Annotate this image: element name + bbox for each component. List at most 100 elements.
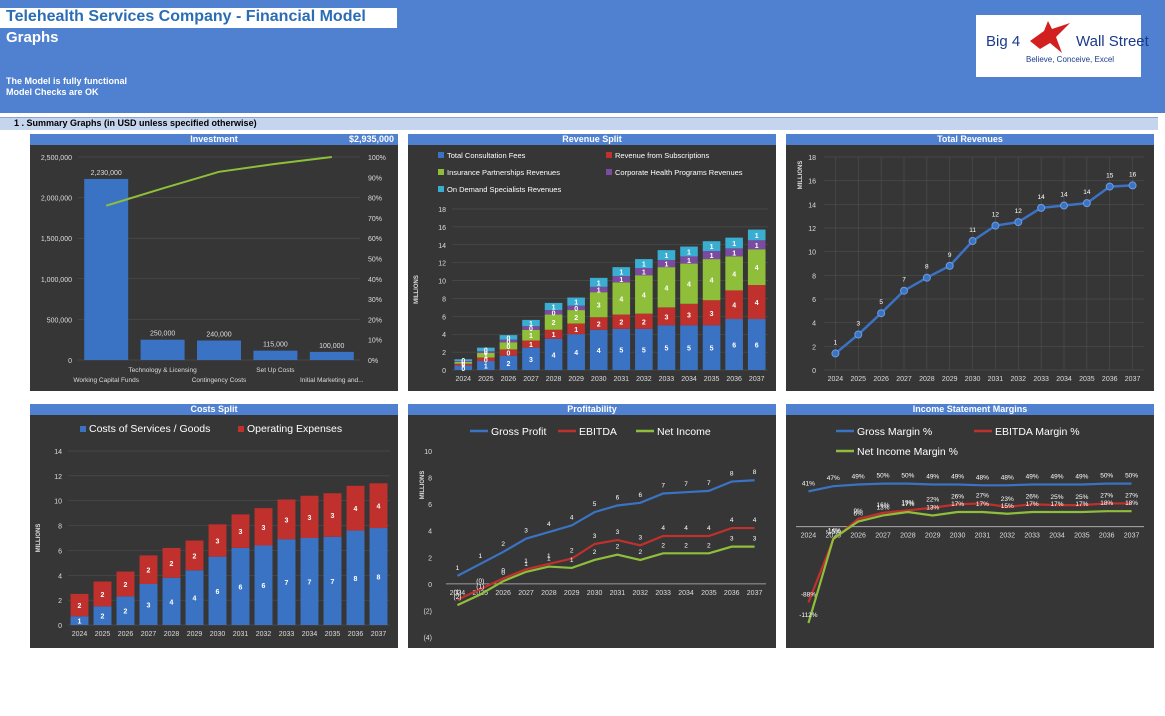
data-label: 1 [547,553,551,560]
data-label: 3 [239,529,243,536]
chart-background-shade [786,145,1154,391]
legend-label: On Demand Specialists Revenues [447,185,561,194]
legend-label: Insurance Partnerships Revenues [447,168,560,177]
data-label: 1 [78,619,82,626]
y-tick-label: 2,500,000 [41,155,72,162]
data-label: 17% [1075,501,1088,508]
x-tick-label: 2031 [233,631,249,638]
data-label: (1) [476,583,484,590]
legend-swatch [438,169,444,175]
page-subtitle: Graphs [6,29,59,46]
bar-segment [657,259,676,268]
x-tick-label: 2030 [965,376,981,383]
bar-segment [477,347,495,352]
bar-segment [116,596,135,625]
data-point [1014,218,1023,227]
data-label: 1 [710,253,714,260]
data-label: 17% [976,501,989,508]
data-label: -88% [801,591,816,598]
legend-swatch [80,426,86,432]
data-label: 1 [547,556,551,563]
data-label: 4 [552,352,556,359]
legend-label: Net Income Margin % [857,446,958,458]
x-tick-label: 2033 [1024,533,1040,540]
data-label: 4 [753,517,757,524]
x-tick-label: 2026 [501,376,517,383]
data-label: 1 [570,557,574,564]
data-label: (1) [453,589,461,596]
x-tick-label: 2024 [450,590,466,597]
bar-segment [612,282,631,315]
data-label: 1 [484,353,488,360]
bar-segment [522,329,540,341]
bar-segment [477,361,495,370]
data-label: 41% [802,480,815,487]
bar-segment [680,303,698,326]
y2-tick-label: 40% [368,277,382,284]
data-label: 4 [193,596,197,603]
data-label: 0 [574,306,578,313]
data-label: 0 [506,335,510,342]
data-label: 2 [124,609,128,616]
x-tick-label: 2034 [678,590,694,597]
bar [253,350,298,360]
data-label: 3 [524,528,528,535]
data-label: 5 [710,346,714,353]
y-tick-label: 2 [812,344,816,351]
data-label: 3 [529,357,533,364]
x-tick-label: 2037 [1124,533,1140,540]
x-tick-label: 2036 [724,590,740,597]
data-label: 2 [597,321,601,328]
data-label: 0 [484,357,488,364]
y-tick-label: 2 [442,350,446,357]
series-line [808,482,1132,493]
bar-segment [702,300,721,326]
bar-segment [454,365,473,370]
y-tick-label: 10 [54,499,62,506]
legend-label: EBITDA Margin % [995,426,1080,438]
y-tick-label: 10 [424,449,432,456]
data-label: 4 [597,348,601,355]
bar-segment [612,276,631,283]
data-label: 1 [687,258,691,265]
legend-label: Corporate Health Programs Revenues [615,168,743,177]
x-tick-label: 2027 [141,631,157,638]
data-label: 4 [730,517,734,524]
investment-total: $2,935,000 [348,134,394,144]
data-label: 8 [925,264,929,271]
bar-segment [747,319,766,370]
legend-label: Operating Expenses [247,423,342,435]
data-label: 2 [661,542,665,549]
x-tick-label: 2027 [518,590,534,597]
data-label: 1 [732,241,736,248]
legend-label: Revenue from Subscriptions [615,151,709,160]
x-tick-label: Set Up Costs [256,367,295,374]
profitability-panel: Profitability (4) (2) 0 2 4 6 8 10 MILLIONS 2024 2… [408,404,776,648]
x-tick-label: 2032 [999,533,1015,540]
data-label: 1 [642,262,646,269]
bar-segment [300,538,319,625]
data-label: 0 [501,568,505,575]
bar-segment [635,275,653,314]
x-tick-label: 2029 [942,376,958,383]
bar-segment [680,256,698,264]
legend-label: Costs of Services / Goods [89,423,210,435]
bar-segment [725,256,743,291]
data-label: 3 [710,311,714,318]
y-tick-label: 1,000,000 [41,277,72,284]
data-label: 1 [524,561,528,568]
data-label: 27% [1100,492,1113,499]
y-tick-label: 0 [58,623,62,630]
data-label: 1 [687,249,691,256]
data-label: 3 [730,536,734,543]
data-label: 18% [1100,500,1113,507]
x-tick-label: 2033 [655,590,671,597]
bar-segment [454,359,473,362]
legend-swatch [238,426,244,432]
data-label: 18% [1125,500,1138,507]
bar-segment [499,339,518,343]
data-label: 2 [616,544,620,551]
y-axis-label: MILLIONS [420,471,426,500]
data-label: 2 [193,553,197,560]
cumulative-line [105,156,332,207]
